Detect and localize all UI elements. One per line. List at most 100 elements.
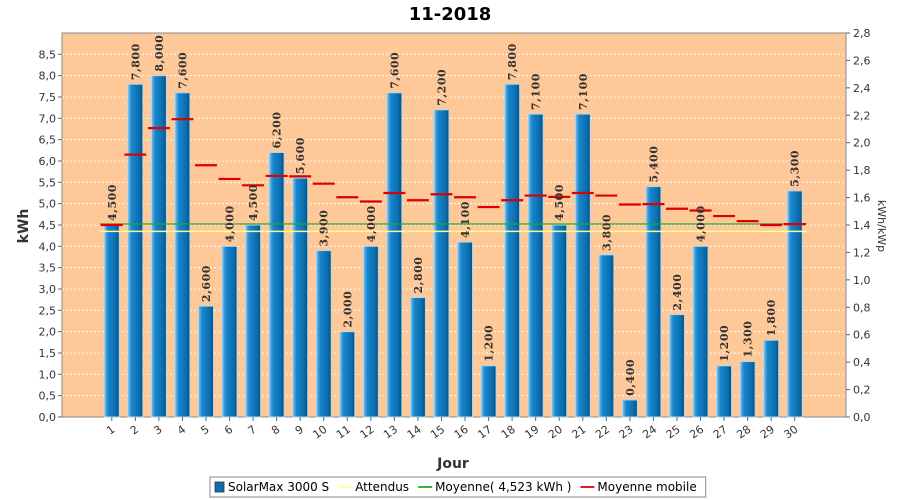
bar	[480, 365, 497, 418]
x-tick-label: 30	[782, 423, 801, 442]
bar	[551, 224, 568, 418]
data-label: 4,000	[695, 205, 708, 242]
x-tick-label: 18	[499, 423, 518, 442]
y-tick-label: 1,0	[39, 368, 57, 381]
y2-tick-label: 2,2	[853, 109, 871, 122]
data-label: 4,000	[365, 205, 378, 242]
x-tick-label: 24	[640, 423, 659, 442]
y-tick-label: 0,0	[39, 411, 57, 424]
y2-tick-label: 0,0	[853, 411, 871, 424]
bar	[409, 297, 426, 418]
data-label: 4,100	[459, 201, 472, 238]
y-tick-label: 4,5	[39, 219, 57, 232]
y-tick-label: 3,5	[39, 262, 57, 275]
y-tick-label: 7,0	[39, 112, 57, 125]
data-label: 7,600	[388, 52, 401, 89]
bar	[692, 245, 709, 418]
y-axis-left: 0,0 0,5 1,0 1,5 2,0 2,5 3,0 3,5 4,0 4,5 5,0 5,5 6,0 6…	[39, 48, 62, 424]
bar	[621, 399, 638, 418]
y-tick-label: 4,0	[39, 240, 57, 253]
data-label: 4,500	[247, 184, 260, 221]
x-tick-label: 3	[151, 423, 164, 438]
x-tick-label: 20	[546, 423, 565, 442]
bar	[362, 245, 379, 418]
y2-axis-title: kWh/kWp	[875, 200, 888, 252]
x-tick-label: 16	[452, 423, 471, 442]
x-tick-label: 12	[358, 423, 377, 442]
x-tick-label: 7	[246, 423, 259, 438]
grid-lines	[62, 53, 846, 397]
x-tick-label: 9	[293, 423, 306, 438]
y-axis-right: 0,0 0,2 0,4 0,6 0,8 1,0 1,2 1,4 1,6 1,8 2,0 2,2 2,4 2…	[846, 27, 871, 424]
y2-tick-label: 1,2	[853, 246, 871, 259]
legend: SolarMax 3000 S Attendus Moyenne( 4,523 kW…	[209, 476, 707, 498]
y-tick-label: 6,0	[39, 155, 57, 168]
x-tick-label: 8	[269, 423, 282, 438]
data-label: 7,100	[577, 73, 590, 110]
data-labels: 4,500 7,800 8,000 7,600 2,600 4,000 4,500 6,200…	[106, 35, 802, 396]
legend-swatch	[214, 481, 225, 493]
y-tick-label: 5,5	[39, 176, 57, 189]
legend-box	[209, 476, 707, 498]
bar	[127, 83, 144, 418]
y2-tick-label: 0,6	[853, 329, 871, 342]
bar	[103, 224, 120, 418]
y2-tick-label: 1,8	[853, 164, 871, 177]
bar	[174, 92, 191, 418]
x-tick-label: 1	[104, 423, 117, 438]
bar	[268, 151, 285, 418]
x-tick-label: 4	[175, 423, 188, 438]
y2-tick-label: 2,8	[853, 27, 871, 40]
bar	[716, 365, 733, 418]
bar	[598, 254, 615, 418]
y-tick-label: 6,5	[39, 134, 57, 147]
data-label: 2,000	[341, 291, 354, 328]
bar	[315, 250, 332, 418]
data-label: 6,200	[271, 112, 284, 149]
data-label: 3,900	[318, 210, 331, 247]
x-tick-label: 22	[593, 423, 612, 442]
data-label: 5,300	[789, 150, 802, 187]
y-tick-label: 2,5	[39, 304, 57, 317]
moving-average-series	[100, 118, 806, 227]
data-label: 5,600	[294, 137, 307, 174]
data-label: 1,800	[765, 299, 778, 336]
data-label: 1,300	[742, 321, 755, 358]
y2-tick-label: 0,2	[853, 384, 871, 397]
legend-label: Moyenne( 4,523 kWh )	[435, 480, 571, 494]
data-label: 1,200	[483, 325, 496, 362]
x-tick-label: 10	[311, 423, 330, 442]
data-label: 5,400	[647, 146, 660, 183]
bar	[645, 186, 662, 418]
x-tick-label: 29	[758, 423, 777, 442]
y-tick-label: 2,0	[39, 326, 57, 339]
bar	[668, 314, 685, 418]
x-tick-label: 11	[334, 423, 353, 442]
data-label: 2,800	[412, 257, 425, 294]
data-label: 7,600	[176, 52, 189, 89]
bar	[292, 177, 309, 418]
y2-tick-label: 2,0	[853, 137, 871, 150]
x-tick-label: 23	[617, 423, 636, 442]
y-tick-label: 3,0	[39, 283, 57, 296]
y-tick-label: 7,5	[39, 91, 57, 104]
bar-series	[103, 75, 803, 418]
chart-title: 11-2018	[409, 4, 492, 25]
x-tick-label: 2	[128, 423, 141, 438]
legend-label: Moyenne mobile	[597, 480, 696, 494]
data-label: 7,200	[435, 69, 448, 106]
data-label: 3,800	[600, 214, 613, 251]
data-label: 4,500	[106, 184, 119, 221]
data-label: 7,800	[506, 43, 519, 80]
y2-tick-label: 1,6	[853, 192, 871, 205]
x-tick-label: 17	[475, 423, 494, 442]
bar	[150, 75, 167, 418]
x-tick-label: 19	[522, 423, 541, 442]
y-tick-label: 1,5	[39, 347, 57, 360]
data-label: 8,000	[153, 35, 166, 72]
x-tick-label: 5	[199, 423, 212, 438]
x-tick-label: 21	[570, 423, 589, 442]
y2-tick-label: 1,4	[853, 219, 871, 232]
bar	[221, 245, 238, 418]
